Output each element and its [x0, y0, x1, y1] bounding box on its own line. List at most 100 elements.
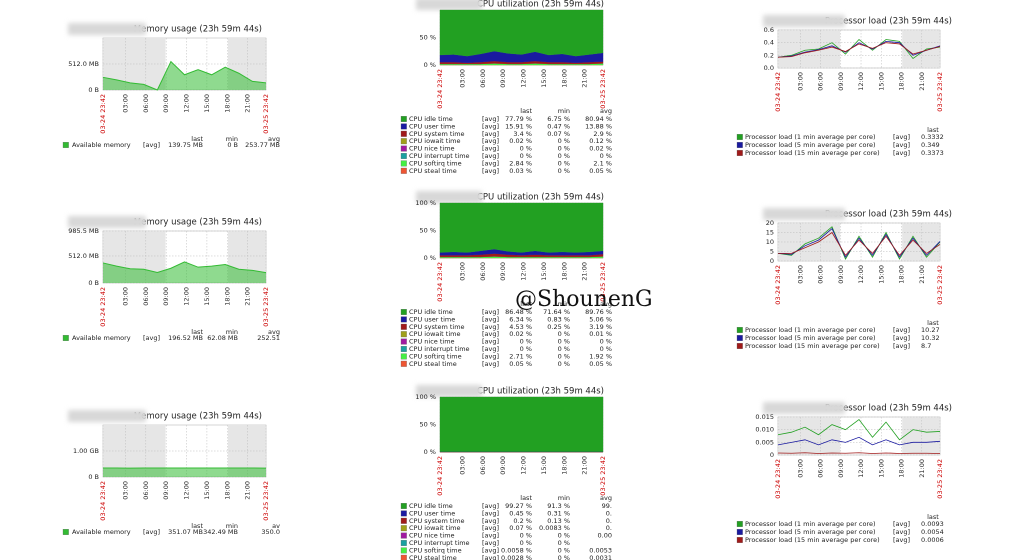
- legend-stat: 0.05 %: [589, 167, 612, 175]
- x-tick-label: 09:00: [499, 69, 507, 88]
- legend-stat: 0 %: [520, 338, 532, 346]
- x-tick-label: 03-24 23:42: [774, 72, 782, 112]
- legend-swatch: [400, 532, 407, 539]
- x-tick-label: 09:00: [837, 72, 845, 91]
- legend-stat: 139.75 MB: [168, 141, 203, 149]
- x-tick-label: 12:00: [183, 287, 191, 306]
- legend-stat: 0 %: [520, 539, 532, 547]
- legend-func: [avg]: [482, 115, 499, 123]
- line: [777, 228, 941, 258]
- x-tick-label: 15:00: [877, 459, 885, 478]
- charts: Memory usage (23h 59m 44s) 0 B 512.0 MB 03-…: [62, 0, 952, 560]
- x-tick-label: 18:00: [560, 69, 568, 88]
- x-tick-label: 09:00: [162, 481, 170, 500]
- legend-swatch: [736, 327, 743, 333]
- legend-stat: 6.34 %: [509, 315, 532, 323]
- line: [777, 42, 941, 58]
- legend-swatch: [736, 521, 743, 527]
- y-tick-label: 0.0: [764, 64, 774, 72]
- legend-stat: 8.7: [921, 342, 931, 350]
- y-tick-label: 50 %: [419, 227, 436, 235]
- legend-stat: 0.0083 %: [539, 524, 570, 532]
- x-tick-label: 03-25 23:42: [262, 94, 270, 134]
- legend-func: [avg]: [893, 334, 910, 342]
- chart-title: Memory usage (23h 59m 44s): [134, 218, 262, 228]
- y-tick-label: 0.6: [764, 26, 774, 34]
- y-tick-label: 100 %: [415, 199, 436, 207]
- y-tick-label: 0 B: [88, 473, 99, 481]
- y-tick-label: 985.5 MB: [68, 227, 99, 235]
- legend-stat: 0.0053: [589, 546, 612, 554]
- legend-name: CPU iowait time: [409, 524, 460, 532]
- x-tick-label: 03-25 23:42: [262, 481, 270, 521]
- line: [777, 436, 941, 446]
- x-tick-label: 18:00: [898, 459, 906, 478]
- legend-stat: 62.08 MB: [207, 334, 238, 342]
- x-tick-label: 12:00: [520, 456, 528, 475]
- legend-func: [avg]: [482, 152, 499, 160]
- legend-stat: 0.01 %: [589, 330, 612, 338]
- legend-header: avg: [600, 107, 612, 115]
- legend-name: CPU softirq time: [409, 352, 462, 360]
- legend-stat: 0 %: [558, 546, 570, 554]
- legend-func: [avg]: [482, 130, 499, 138]
- legend-header: min: [226, 135, 238, 143]
- legend-stat: 0.83 %: [547, 315, 570, 323]
- legend-name: Processor load (15 min average per core): [745, 536, 880, 544]
- legend-stat: 0 %: [558, 159, 570, 167]
- legend-stat: 0.07 %: [509, 524, 532, 532]
- legend-header: avg: [268, 135, 280, 143]
- line: [777, 418, 941, 441]
- legend-name: CPU system time: [409, 130, 465, 138]
- legend-header: last: [191, 328, 203, 336]
- legend-swatch: [400, 116, 407, 122]
- legend-func: [avg]: [893, 520, 910, 528]
- legend-swatch: [400, 360, 407, 367]
- legend-swatch: [400, 138, 407, 145]
- legend-name: CPU user time: [409, 509, 455, 517]
- legend-header: min: [558, 300, 570, 308]
- x-tick-label: 15:00: [540, 69, 548, 88]
- legend-name: CPU system time: [409, 517, 465, 525]
- shaded-period: [902, 30, 940, 68]
- legend-stat: 0 %: [558, 539, 570, 547]
- legend-header: last: [520, 107, 532, 115]
- x-tick-label: 03-24 23:42: [436, 456, 444, 496]
- x-tick-label: 21:00: [918, 265, 926, 284]
- legend-func: [avg]: [482, 122, 499, 130]
- x-tick-label: 03:00: [458, 262, 466, 281]
- redacted-host: [416, 191, 482, 203]
- x-tick-label: 12:00: [857, 459, 865, 478]
- legend-stat: 0.03 %: [509, 167, 532, 175]
- legend-stat: 0.: [606, 517, 612, 525]
- legend-stat: 0 %: [558, 137, 570, 145]
- legend-stat: 0 %: [520, 532, 532, 540]
- legend-func: [avg]: [143, 528, 160, 536]
- legend-stat: 2.71 %: [509, 352, 532, 360]
- legend-func: [avg]: [143, 334, 160, 342]
- y-tick-label: 5: [770, 248, 774, 256]
- legend-stat: 1.92 %: [589, 352, 612, 360]
- legend-func: [avg]: [482, 554, 499, 560]
- legend-stat: 13.88 %: [585, 122, 612, 130]
- x-tick-label: 03-25 23:42: [599, 262, 607, 302]
- legend-header: min: [226, 328, 238, 336]
- legend-stat: 2.9 %: [593, 130, 612, 138]
- watermark: @ShounenG: [515, 287, 653, 312]
- x-tick-label: 06:00: [817, 72, 825, 91]
- x-tick-label: 09:00: [499, 456, 507, 475]
- legend-name: CPU nice time: [409, 532, 455, 540]
- y-tick-label: 0 B: [88, 86, 99, 94]
- legend-func: [avg]: [482, 323, 499, 331]
- x-tick-label: 12:00: [520, 262, 528, 281]
- line: [778, 231, 941, 256]
- legend-header: last: [927, 513, 939, 521]
- legend-func: [avg]: [893, 141, 910, 149]
- legend-swatch: [736, 142, 743, 148]
- legend-func: [avg]: [482, 539, 499, 547]
- legend-func: [avg]: [482, 145, 499, 153]
- legend-stat: 0 %: [558, 554, 570, 560]
- legend-header: last: [191, 522, 203, 530]
- legend-swatch: [400, 130, 407, 137]
- legend-stat: 0.02 %: [509, 137, 532, 145]
